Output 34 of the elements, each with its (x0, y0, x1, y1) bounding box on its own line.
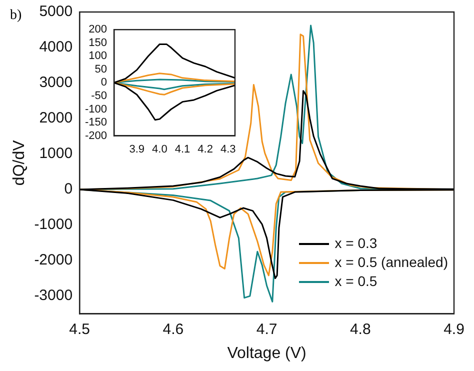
x-tick-label: 4.7 (256, 320, 278, 338)
x-tick-label: 4.2 (198, 143, 213, 156)
x-tick-label: 4.6 (162, 320, 184, 338)
x-tick-label: 3.9 (129, 143, 144, 156)
y-tick-label: 0 (64, 180, 73, 198)
y-tick-label: 200 (88, 24, 108, 36)
x-tick-label: 4.1 (174, 143, 190, 156)
y-tick-label: -100 (84, 103, 108, 116)
legend-label: x = 0.3 (334, 234, 378, 253)
x-tick-label: 4.9 (444, 320, 464, 338)
y-tick-label: 50 (94, 63, 108, 76)
x-tick-label: 4.5 (69, 320, 90, 338)
x-tick-label: 4.8 (350, 320, 371, 338)
legend-label: x = 0.5 (334, 272, 378, 291)
y-tick-label: 4000 (39, 38, 73, 56)
y-tick-label: 2000 (39, 110, 73, 127)
legend-label: x = 0.5 (annealed) (334, 253, 448, 272)
x-axis-title: Voltage (V) (227, 344, 306, 362)
y-tick-label: 100 (88, 50, 108, 62)
y-tick-label: -50 (91, 90, 108, 102)
y-tick-label: 3000 (39, 74, 73, 92)
y-tick-label: -150 (84, 116, 108, 129)
y-tick-label: 150 (88, 36, 108, 49)
y-tick-label: 1000 (39, 145, 73, 162)
text: b) (10, 8, 22, 24)
x-tick-label: 4.3 (220, 143, 236, 156)
x-tick-label: 4.0 (152, 143, 168, 156)
y-tick-label: -200 (84, 130, 108, 142)
y-tick-label: 0 (100, 76, 108, 89)
y-axis-title: dQ/dV (11, 140, 28, 186)
y-tick-label: 5000 (39, 3, 73, 20)
y-tick-label: -1000 (34, 216, 73, 234)
y-tick-label: -2000 (34, 252, 73, 269)
y-tick-label: -3000 (34, 287, 73, 304)
